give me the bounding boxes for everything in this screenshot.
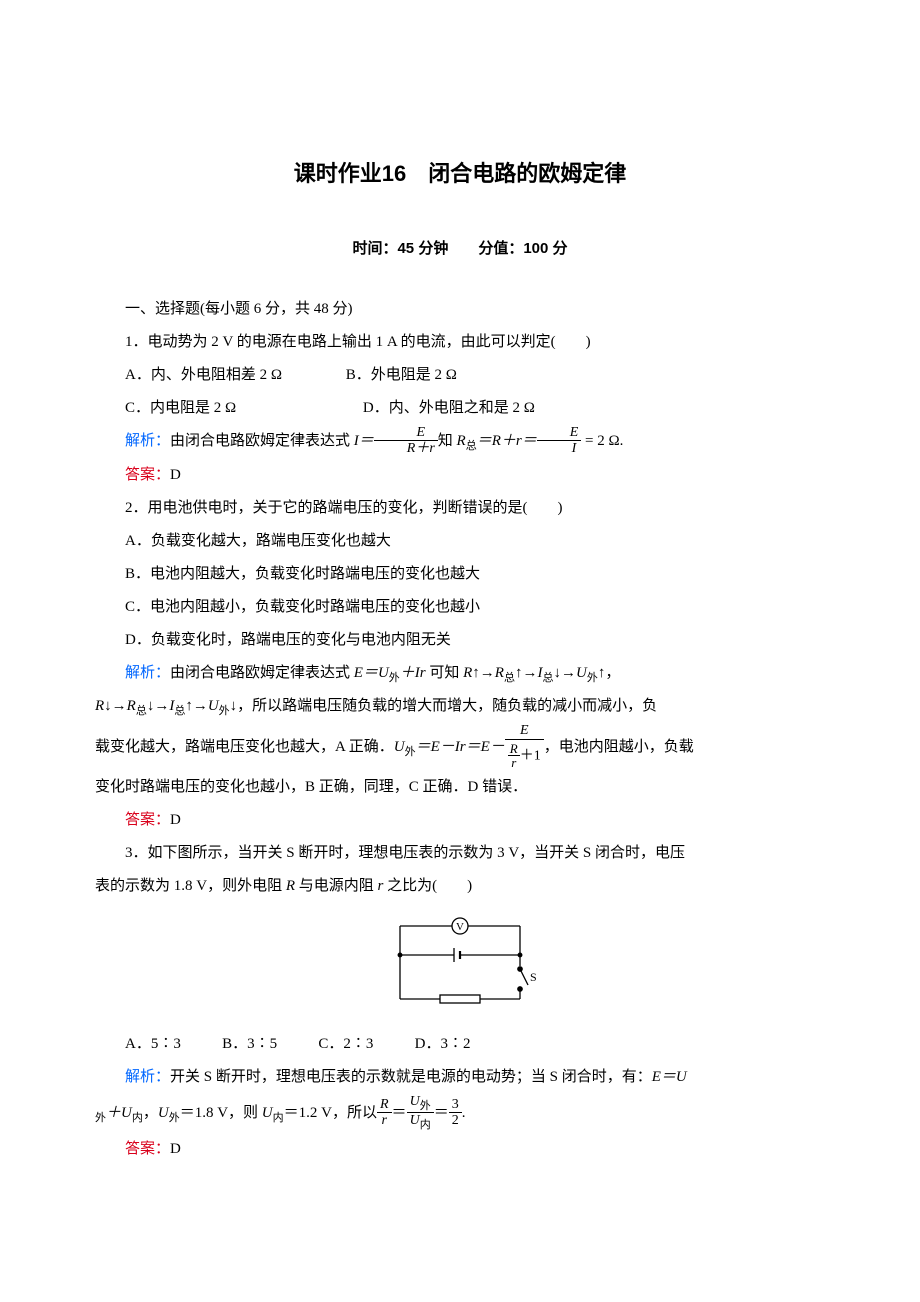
- q3-eq2: ＝: [434, 1105, 449, 1121]
- q2-chain1-s3: 外: [587, 672, 598, 684]
- q3-optC: C．2∶3: [318, 1036, 373, 1052]
- q2-stem: 2．用电池供电时，关于它的路端电压的变化，判断错误的是( ): [95, 492, 825, 525]
- q3-sub-a: 外: [95, 1112, 106, 1124]
- q2-answer: 答案：D: [95, 804, 825, 837]
- q1-analysis-mid: 知: [438, 433, 457, 449]
- q1-answer: 答案：D: [95, 459, 825, 492]
- q1-eq-eq: ＝R＋r＝: [477, 433, 537, 449]
- analysis-label: 解析：: [125, 433, 170, 449]
- q2-chain1-b: ↑→I: [515, 665, 543, 681]
- q2-p2-a: R↓→R: [95, 698, 136, 714]
- q2-chain1-d: ↑，: [598, 665, 621, 681]
- q1-optA: A．内、外电阻相差 2 Ω: [125, 367, 282, 383]
- q3-optB: B．3∶5: [222, 1036, 277, 1052]
- q2-optC: C．电池内阻越小，负载变化时路端电压的变化也越小: [95, 591, 825, 624]
- q2-a1a: 由闭合电路欧姆定律表达式: [170, 665, 354, 681]
- q3-options: A．5∶3 B．3∶5 C．2∶3 D．3∶2: [95, 1028, 825, 1061]
- q3-frac-U: U外U内: [407, 1094, 434, 1131]
- q2-eq1-plus: ＋Ir: [400, 665, 426, 681]
- q3-optA: A．5∶3: [125, 1036, 181, 1052]
- q3-answer: 答案：D: [95, 1133, 825, 1166]
- q3-stem2a: 表的示数为 1.8 V，则外电阻: [95, 878, 286, 894]
- q2-chain1-s2: 总: [542, 672, 553, 684]
- q2-chain1-c: ↓→U: [553, 665, 586, 681]
- q2-eq2-sub: 外: [405, 746, 416, 758]
- q2-p3-a: 载变化越大，路端电压变化也越大，A 正确．: [95, 739, 394, 755]
- q2-analysis-line1: 解析：由闭合电路欧姆定律表达式 E＝U外＋Ir 可知 R↑→R总↑→I总↓→U外…: [95, 657, 825, 690]
- q2-optD: D．负载变化时，路端电压的变化与电池内阻无关: [95, 624, 825, 657]
- q2-p3-b: ，电池内阻越小，负载: [544, 739, 694, 755]
- q2-p2-c: ↑→U: [185, 698, 218, 714]
- q3-stem2-end: 之比为( ): [383, 878, 472, 894]
- q3-p2-d: ，U: [143, 1105, 169, 1121]
- q3-a-eq1: E＝U: [652, 1069, 687, 1085]
- q2-chain1-s1: 总: [504, 672, 515, 684]
- q2-eq2-mid: ＝E－Ir＝E－: [416, 739, 505, 755]
- q1-options-row2: C．内电阻是 2 Ω D．内、外电阻之和是 2 Ω: [95, 392, 825, 425]
- q1-optC: C．内电阻是 2 Ω: [125, 400, 236, 416]
- q1-analysis-pre: 由闭合电路欧姆定律表达式: [170, 433, 354, 449]
- analysis-label: 解析：: [125, 665, 170, 681]
- svg-text:S: S: [530, 970, 537, 984]
- q2-analysis-line2: R↓→R总↓→I总↑→U外↓，所以路端电压随负载的增大而增大，随负载的减小而减小…: [95, 690, 825, 723]
- q3-frac-3: 32: [449, 1097, 462, 1129]
- q1-stem: 1．电动势为 2 V 的电源在电路上输出 1 A 的电流，由此可以判定( ): [95, 326, 825, 359]
- q3-analysis-line1: 解析：开关 S 断开时，理想电压表的示数就是电源的电动势；当 S 闭合时，有：E…: [95, 1061, 825, 1094]
- q2-p2-s3: 外: [219, 705, 230, 717]
- q1-R: R: [457, 433, 466, 449]
- svg-text:V: V: [456, 921, 464, 933]
- q2-big-frac: ERr＋1: [505, 723, 544, 770]
- q2-a1b: 可知: [426, 665, 464, 681]
- q2-chain1-a: R↑→R: [463, 665, 504, 681]
- q2-optA: A．负载变化越大，路端电压变化也越大: [95, 525, 825, 558]
- page-subtitle: 时间：45 分钟 分值：100 分: [95, 232, 825, 265]
- q2-p2-d: ↓，所以路端电压随负载的增大而增大，随负载的减小而减小，负: [230, 698, 658, 714]
- q1-eq-I: I＝: [354, 433, 374, 449]
- q2-analysis-line4: 变化时路端电压的变化也越小，B 正确，同理，C 正确．D 错误．: [95, 771, 825, 804]
- q3-sub-c: 内: [132, 1112, 143, 1124]
- q2-analysis-line3: 载变化越大，路端电压变化也越大，A 正确．U外＝E－Ir＝E－ERr＋1，电池内…: [95, 723, 825, 771]
- q2-p2-s1: 总: [136, 705, 147, 717]
- q2-optB: B．电池内阻越大，负载变化时路端电压的变化也越大: [95, 558, 825, 591]
- answer-label: 答案：: [125, 467, 170, 483]
- analysis-label: 解析：: [125, 1069, 170, 1085]
- answer-label: 答案：: [125, 1141, 170, 1157]
- section-heading: 一、选择题(每小题 6 分，共 48 分): [95, 293, 825, 326]
- q1-optD: D．内、外电阻之和是 2 Ω: [363, 400, 535, 416]
- q3-sub-g: 内: [273, 1112, 284, 1124]
- q1-analysis-post: = 2 Ω.: [581, 433, 623, 449]
- q1-frac2: EI: [537, 425, 582, 457]
- q3-analysis-line2: 外＋U内，U外＝1.8 V，则 U内＝1.2 V，所以Rr＝U外U内＝32.: [95, 1094, 825, 1133]
- circuit-diagram: V S: [95, 911, 825, 1024]
- q2-eq1-sub1: 外: [389, 672, 400, 684]
- q1-optB: B．外电阻是 2 Ω: [346, 367, 457, 383]
- q3-p2-b: ＋U: [106, 1105, 132, 1121]
- q1-analysis: 解析：由闭合电路欧姆定律表达式 I＝ER＋r知 R总＝R＋r＝EI = 2 Ω.: [95, 425, 825, 458]
- q3-answer-value: D: [170, 1141, 181, 1157]
- q3-stem-line1: 3．如下图所示，当开关 S 断开时，理想电压表的示数为 3 V，当开关 S 闭合…: [95, 837, 825, 870]
- q2-p2-s2: 总: [174, 705, 185, 717]
- q3-frac-R: Rr: [377, 1097, 392, 1129]
- q1-options-row1: A．内、外电阻相差 2 Ω B．外电阻是 2 Ω: [95, 359, 825, 392]
- q3-eq1: ＝: [392, 1105, 407, 1121]
- q1-answer-value: D: [170, 467, 181, 483]
- q3-stem2-R: R: [286, 878, 295, 894]
- q3-sub-e: 外: [169, 1112, 180, 1124]
- answer-label: 答案：: [125, 812, 170, 828]
- q2-answer-value: D: [170, 812, 181, 828]
- q3-p2-f: ＝1.8 V，则 U: [180, 1105, 273, 1121]
- q2-eq1-lhs: E＝U: [354, 665, 389, 681]
- q3-optD: D．3∶2: [415, 1036, 471, 1052]
- q3-stem-line2: 表的示数为 1.8 V，则外电阻 R 与电源内阻 r 之比为( ): [95, 870, 825, 903]
- q3-stem2-mid: 与电源内阻: [295, 878, 378, 894]
- q3-p2-h: ＝1.2 V，所以: [284, 1105, 377, 1121]
- q3-p2-end: .: [462, 1105, 466, 1121]
- q3-a-p1: 开关 S 断开时，理想电压表的示数就是电源的电动势；当 S 闭合时，有：: [170, 1069, 652, 1085]
- q1-sub-total: 总: [466, 440, 477, 452]
- q1-frac1: ER＋r: [374, 425, 438, 457]
- q2-eq2-lhs: U: [394, 739, 405, 755]
- q2-p2-b: ↓→I: [147, 698, 175, 714]
- page-title: 课时作业16 闭合电路的欧姆定律: [95, 150, 825, 198]
